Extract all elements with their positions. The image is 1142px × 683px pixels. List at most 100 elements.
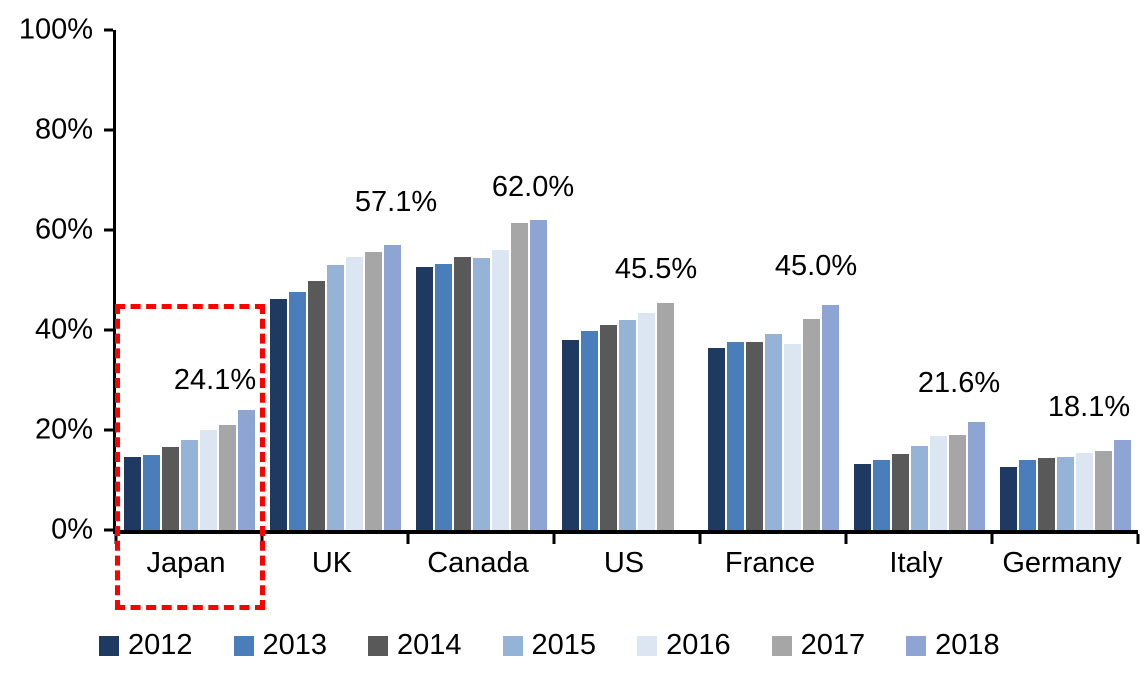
x-axis-tick-mark (990, 534, 994, 544)
bar-2013-japan[interactable] (142, 455, 160, 530)
bar-2016-france[interactable] (783, 344, 801, 530)
bar-2017-us[interactable] (656, 302, 674, 530)
y-axis-tick-mark (104, 528, 113, 532)
bar-2015-japan[interactable] (180, 440, 198, 530)
bar-group-germany (992, 30, 1138, 530)
x-axis-tick-mark (114, 534, 118, 544)
bar-2013-france[interactable] (726, 341, 744, 530)
x-axis-label-japan: Japan (146, 547, 226, 579)
legend-label-2014: 2014 (397, 629, 462, 661)
legend-swatch-2018 (906, 635, 927, 656)
bar-2012-france[interactable] (707, 348, 725, 530)
x-axis-label-uk: UK (311, 547, 353, 579)
bar-2015-italy[interactable] (910, 446, 928, 530)
bar-2013-us[interactable] (580, 331, 598, 530)
x-axis-label-france: France (724, 547, 816, 579)
legend-swatch-2012 (99, 635, 119, 656)
bar-2016-us[interactable] (637, 312, 655, 530)
x-axis-tick-mark (844, 534, 848, 544)
bar-2017-germany[interactable] (1094, 451, 1112, 530)
x-axis-label-germany: Germany (1002, 547, 1122, 579)
bar-2017-uk[interactable] (364, 251, 382, 530)
y-axis-tick-label: 100% (18, 13, 93, 46)
legend-swatch-2015 (502, 635, 523, 656)
bar-2014-italy[interactable] (891, 454, 909, 530)
bar-2015-germany[interactable] (1056, 457, 1074, 530)
legend-item-2013[interactable]: 2013 (233, 629, 328, 662)
data-label-italy: 21.6% (917, 367, 1001, 399)
bar-2015-france[interactable] (764, 334, 782, 530)
y-axis-tick-label: 20% (34, 413, 93, 446)
legend-swatch-2013 (233, 635, 254, 656)
x-axis-tick-mark (552, 534, 556, 544)
legend-swatch-2017 (771, 635, 792, 656)
data-label-canada: 62.0% (491, 171, 575, 203)
legend: 2012 2013 2014 2015 2016 2017 2018 (99, 629, 1000, 662)
x-axis-label-us: US (603, 547, 645, 579)
bar-2013-italy[interactable] (872, 460, 890, 530)
bar-2012-italy[interactable] (853, 464, 871, 530)
bar-2012-japan[interactable] (123, 456, 141, 530)
bar-2012-uk[interactable] (269, 299, 287, 530)
bar-2012-germany[interactable] (999, 467, 1017, 530)
bar-2014-canada[interactable] (453, 257, 471, 530)
bar-2016-germany[interactable] (1075, 453, 1093, 530)
bar-2013-germany[interactable] (1018, 460, 1036, 530)
bar-2015-canada[interactable] (472, 258, 490, 530)
legend-label-2013: 2013 (262, 629, 328, 661)
bar-2018-italy[interactable] (967, 422, 985, 530)
bar-2012-canada[interactable] (415, 267, 433, 530)
data-label-uk: 57.1% (354, 186, 438, 218)
legend-item-2015[interactable]: 2015 (502, 629, 597, 662)
bar-2015-us[interactable] (618, 320, 636, 530)
bar-2013-canada[interactable] (434, 264, 452, 530)
bar-group-uk (262, 30, 408, 530)
legend-item-2016[interactable]: 2016 (637, 629, 731, 662)
bar-2018-france[interactable] (821, 305, 839, 530)
bar-2016-canada[interactable] (491, 250, 509, 530)
legend-item-2017[interactable]: 2017 (771, 629, 865, 662)
bar-2017-italy[interactable] (948, 435, 966, 530)
data-label-japan: 24.1% (173, 364, 257, 396)
bar-2014-japan[interactable] (161, 447, 179, 530)
y-axis-tick-mark (104, 228, 113, 232)
y-axis-tick-mark (104, 128, 113, 132)
legend-label-2018: 2018 (935, 629, 1000, 661)
legend-label-2015: 2015 (531, 629, 597, 661)
bar-group-canada (408, 30, 554, 530)
x-axis-tick-mark (406, 534, 410, 544)
bar-2017-canada[interactable] (510, 223, 528, 530)
bar-2018-germany[interactable] (1113, 439, 1131, 530)
bar-group-france (700, 30, 846, 530)
bar-2018-uk[interactable] (383, 244, 401, 530)
data-label-france: 45.0% (774, 250, 858, 282)
x-axis-tick-mark (1136, 534, 1140, 544)
bar-2016-japan[interactable] (199, 430, 217, 530)
legend-label-2012: 2012 (128, 629, 193, 661)
bar-2016-italy[interactable] (929, 436, 947, 530)
bar-2018-canada[interactable] (529, 220, 547, 530)
data-label-us: 45.5% (614, 253, 698, 285)
legend-item-2012[interactable]: 2012 (99, 629, 193, 662)
bar-2018-japan[interactable] (237, 409, 255, 530)
legend-item-2014[interactable]: 2014 (368, 629, 462, 662)
bar-2015-uk[interactable] (326, 265, 344, 530)
bar-2013-uk[interactable] (288, 292, 306, 530)
bar-group-us (554, 30, 700, 530)
y-axis-tick-mark (104, 428, 113, 432)
y-axis-tick-mark (104, 328, 113, 332)
bar-2014-uk[interactable] (307, 281, 325, 530)
y-axis-tick-label: 60% (34, 213, 93, 246)
bar-2014-france[interactable] (745, 342, 763, 530)
bar-2012-us[interactable] (561, 340, 579, 530)
x-axis-label-canada: Canada (427, 547, 529, 579)
legend-item-2018[interactable]: 2018 (906, 629, 1000, 662)
bar-2016-uk[interactable] (345, 257, 363, 530)
legend-swatch-2016 (637, 635, 658, 656)
bar-2014-us[interactable] (599, 325, 617, 530)
bar-2017-japan[interactable] (218, 425, 236, 530)
data-label-germany: 18.1% (1047, 391, 1131, 423)
bar-2017-france[interactable] (802, 318, 820, 530)
bar-2014-germany[interactable] (1037, 458, 1055, 530)
